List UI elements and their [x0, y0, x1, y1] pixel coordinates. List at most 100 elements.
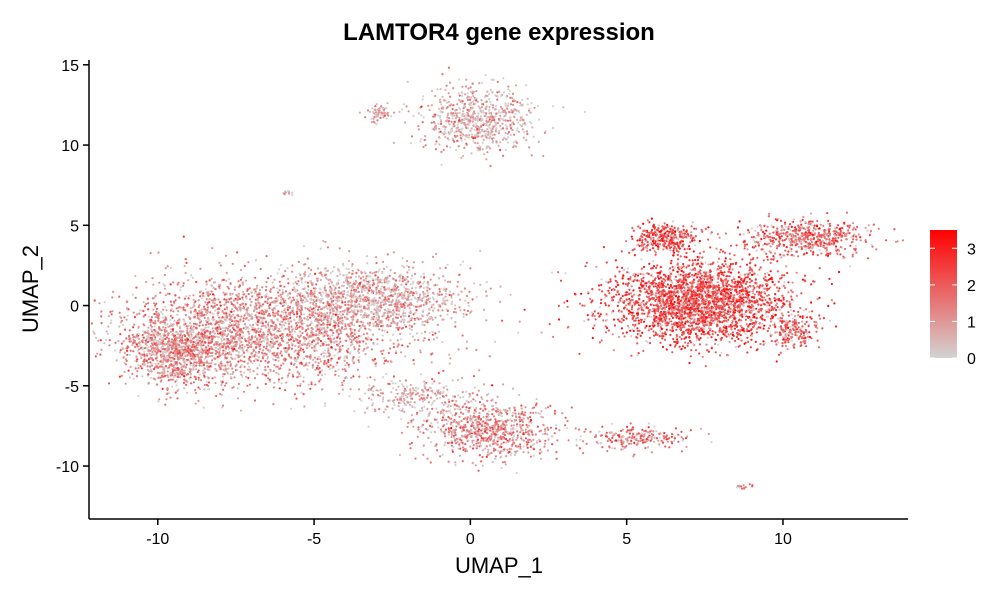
data-point — [252, 370, 255, 373]
data-point — [322, 322, 325, 325]
data-point — [376, 284, 379, 287]
data-point — [241, 296, 244, 299]
data-point — [394, 316, 398, 319]
data-point — [160, 350, 164, 353]
data-point — [300, 325, 303, 328]
data-point — [430, 306, 433, 309]
data-point — [404, 355, 407, 358]
data-point — [193, 349, 196, 352]
data-point — [154, 295, 157, 298]
data-point — [191, 343, 194, 346]
data-point — [233, 304, 236, 307]
data-point — [208, 355, 211, 358]
data-point — [353, 303, 356, 306]
data-point — [401, 326, 405, 329]
data-point — [186, 380, 189, 384]
data-point — [143, 305, 147, 308]
data-point — [188, 315, 191, 319]
data-point — [528, 146, 531, 149]
data-point — [143, 358, 146, 361]
data-point — [324, 240, 327, 244]
data-point — [386, 331, 389, 334]
data-point — [147, 308, 150, 311]
data-point — [377, 300, 380, 303]
data-point — [330, 346, 333, 349]
data-point — [299, 347, 302, 350]
data-point — [451, 137, 454, 140]
data-point — [214, 298, 217, 301]
data-point — [190, 382, 193, 385]
data-point — [484, 290, 488, 293]
data-point — [290, 299, 293, 302]
data-point — [182, 235, 185, 238]
data-point — [465, 313, 468, 316]
data-point — [363, 271, 366, 274]
data-point — [223, 373, 226, 376]
data-point — [460, 290, 463, 293]
data-point — [356, 310, 359, 313]
data-point — [231, 308, 234, 311]
data-point — [345, 333, 348, 336]
data-point — [149, 349, 152, 352]
data-point — [310, 343, 313, 346]
data-point — [207, 381, 210, 384]
data-point — [355, 338, 358, 341]
data-point — [224, 350, 227, 353]
data-point — [445, 101, 449, 104]
data-point — [205, 380, 208, 383]
data-point — [136, 358, 139, 361]
data-point — [354, 290, 357, 293]
data-point — [233, 320, 236, 323]
data-point — [120, 374, 123, 377]
data-point — [298, 308, 301, 311]
data-point — [272, 386, 275, 389]
data-point — [310, 346, 313, 349]
data-point — [260, 351, 263, 354]
data-point — [300, 308, 303, 311]
data-point — [328, 368, 331, 371]
data-point — [139, 355, 142, 359]
data-point — [400, 351, 403, 354]
data-point — [437, 276, 441, 279]
data-point — [376, 338, 379, 341]
data-point — [324, 328, 327, 331]
data-point — [291, 307, 294, 310]
data-point — [299, 316, 302, 320]
data-point — [492, 78, 495, 81]
data-point — [311, 303, 314, 306]
data-point — [314, 306, 317, 309]
data-point — [301, 287, 304, 290]
data-point — [298, 293, 301, 297]
data-point — [230, 340, 234, 343]
data-point — [261, 373, 264, 376]
data-point — [248, 383, 251, 386]
data-point — [501, 127, 505, 130]
data-point — [195, 364, 198, 367]
data-point — [476, 142, 479, 145]
data-point — [254, 288, 257, 291]
data-point — [184, 335, 187, 338]
data-point — [371, 333, 374, 336]
data-point — [223, 384, 227, 387]
data-point — [480, 135, 483, 138]
data-point — [396, 322, 399, 325]
data-point — [293, 330, 296, 333]
data-point — [137, 363, 140, 367]
data-point — [184, 359, 187, 363]
data-point — [175, 364, 178, 367]
data-point — [155, 383, 158, 386]
data-point — [350, 341, 353, 344]
data-point — [336, 317, 339, 320]
data-point — [288, 372, 291, 375]
data-point — [224, 364, 227, 367]
data-point — [362, 340, 365, 343]
data-point — [265, 295, 268, 298]
data-point — [370, 318, 373, 321]
data-point — [203, 383, 206, 386]
data-point — [226, 285, 229, 288]
data-point — [215, 321, 218, 325]
data-point — [299, 382, 302, 385]
data-point — [461, 127, 464, 130]
data-point — [330, 297, 333, 300]
data-point — [245, 316, 248, 320]
